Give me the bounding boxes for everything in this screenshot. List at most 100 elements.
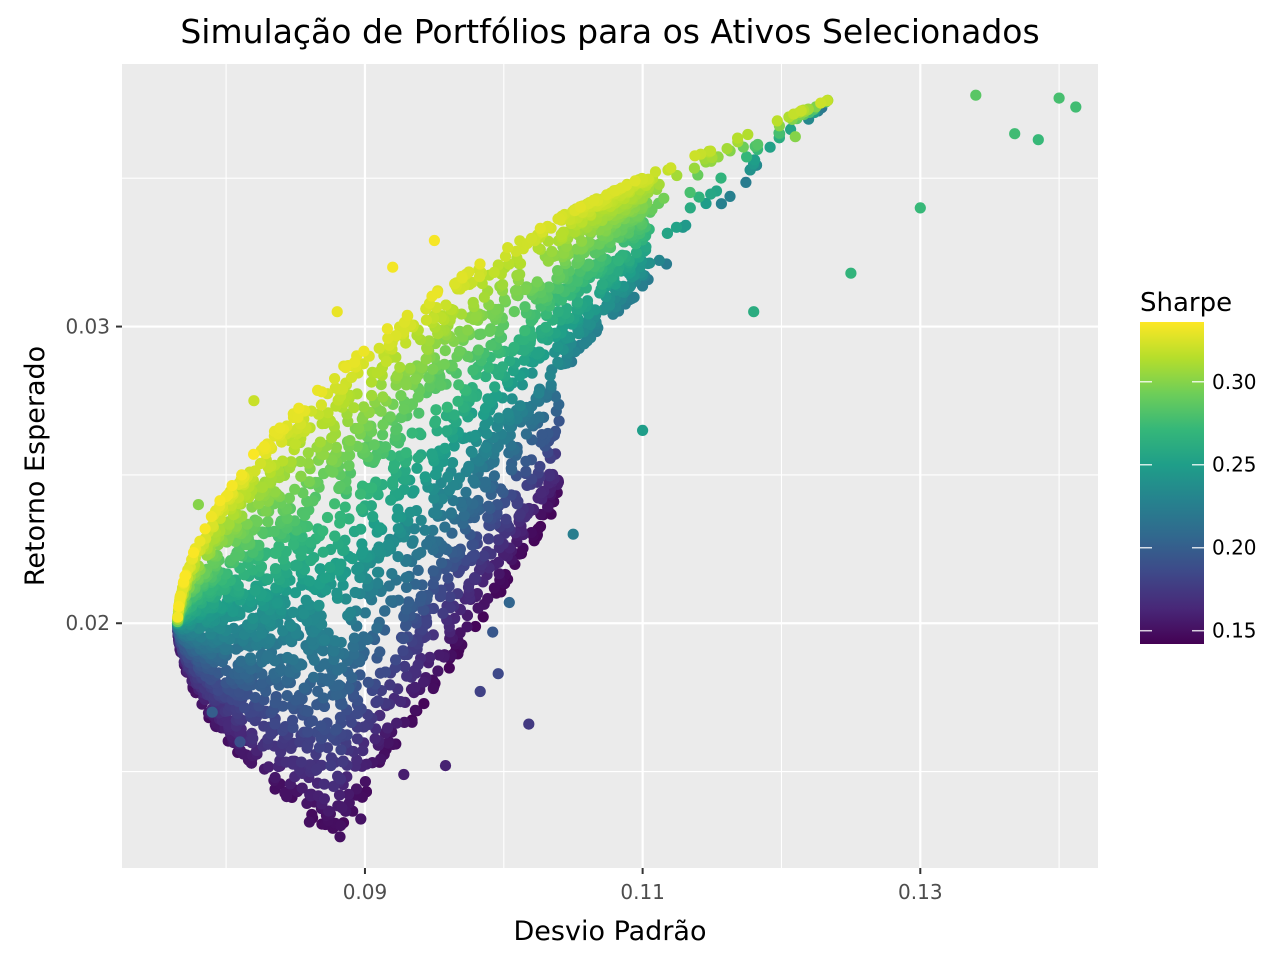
data-point [325,759,337,772]
data-point [226,480,238,492]
data-point [400,620,412,632]
data-point [288,539,300,551]
data-point [329,382,341,394]
data-point [428,507,440,519]
data-point [323,805,335,817]
data-point [281,690,293,702]
data-point [302,726,314,738]
data-point [351,733,363,745]
data-point [689,150,701,162]
data-point [574,201,586,213]
data-point [399,473,411,485]
data-point [488,456,500,468]
data-point [312,384,324,396]
data-point [401,309,413,321]
data-point [321,742,334,754]
data-point [503,596,515,609]
data-point [525,232,538,245]
data-point [480,441,492,454]
data-point [440,299,452,311]
data-point [269,563,282,575]
data-point [256,481,268,493]
data-point [173,601,185,613]
data-point [287,758,299,770]
y-tick-label: 0.03 [65,315,110,339]
data-point [463,461,475,474]
data-point [670,221,683,233]
data-point [482,500,494,512]
data-point [305,554,317,567]
data-point [409,681,421,693]
data-point [427,524,439,537]
data-point [555,228,567,241]
data-point [392,503,404,515]
data-point [361,633,373,646]
data-point [410,373,422,385]
data-point [531,276,543,288]
data-point [439,521,451,533]
data-point [637,424,649,436]
data-point [552,341,564,353]
data-point [748,306,760,318]
data-point [443,662,455,674]
data-point [535,487,547,499]
data-point [298,608,310,620]
y-tick-label: 0.02 [65,611,110,635]
data-point [415,514,427,526]
data-point [377,391,389,403]
data-point [236,469,248,481]
data-point [285,620,298,632]
data-point [328,780,340,793]
data-point [552,265,564,277]
legend-breaks: 0.15 0.20 0.25 0.30 [1140,370,1257,643]
x-axis-ticks: 0.09 0.11 0.13 [343,868,943,904]
data-point [412,564,424,577]
data-point [715,198,728,210]
data-point [319,572,331,584]
data-point [523,718,535,730]
data-point [262,650,274,662]
data-point [331,664,344,676]
legend-label: 0.15 [1212,619,1257,643]
data-point [789,131,801,143]
data-point [385,494,397,506]
data-point [289,587,302,599]
data-point [295,470,307,482]
data-point [313,741,326,754]
data-point [380,441,392,453]
data-point [404,362,416,374]
data-point [400,447,412,459]
data-point [366,389,378,402]
data-point [435,379,447,391]
data-point [399,465,411,477]
data-point [492,534,504,546]
data-point [269,718,281,730]
data-point [315,399,327,411]
data-point [374,522,386,534]
data-point [379,605,391,617]
data-point [408,523,420,535]
data-point [351,563,363,576]
data-point [453,472,466,484]
data-point [262,516,274,528]
data-point [492,668,504,680]
data-point [372,695,384,707]
data-point [330,441,342,453]
data-point [466,446,478,458]
data-point [1070,101,1082,113]
data-point [355,523,367,535]
data-point [326,454,338,466]
data-point [319,658,331,670]
data-point [445,507,457,519]
data-point [460,486,472,498]
data-point [588,194,600,206]
data-point [395,390,407,402]
data-point [432,665,444,677]
data-point [461,621,473,633]
data-point [322,407,334,419]
data-point [481,428,493,440]
data-point [356,538,368,550]
data-point [423,335,435,347]
data-point [395,696,407,708]
data-point [318,778,330,790]
